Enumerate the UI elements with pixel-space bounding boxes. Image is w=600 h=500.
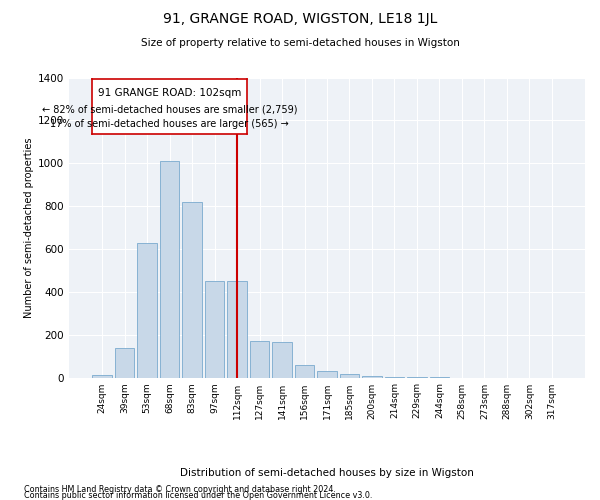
Text: Size of property relative to semi-detached houses in Wigston: Size of property relative to semi-detach… [140, 38, 460, 48]
Y-axis label: Number of semi-detached properties: Number of semi-detached properties [24, 137, 34, 318]
Bar [205, 281, 224, 378]
Bar [295, 364, 314, 378]
Text: Contains public sector information licensed under the Open Government Licence v3: Contains public sector information licen… [24, 492, 373, 500]
Bar [340, 374, 359, 378]
Bar [137, 242, 157, 378]
Bar [362, 376, 382, 378]
Text: Contains HM Land Registry data © Crown copyright and database right 2024.: Contains HM Land Registry data © Crown c… [24, 484, 336, 494]
Text: 91, GRANGE ROAD, WIGSTON, LE18 1JL: 91, GRANGE ROAD, WIGSTON, LE18 1JL [163, 12, 437, 26]
Bar [250, 341, 269, 378]
Bar [317, 370, 337, 378]
Bar [182, 202, 202, 378]
Text: Distribution of semi-detached houses by size in Wigston: Distribution of semi-detached houses by … [180, 468, 474, 477]
Bar [272, 342, 292, 378]
Bar [115, 348, 134, 378]
Bar [92, 376, 112, 378]
Bar [160, 161, 179, 378]
Bar [227, 281, 247, 378]
